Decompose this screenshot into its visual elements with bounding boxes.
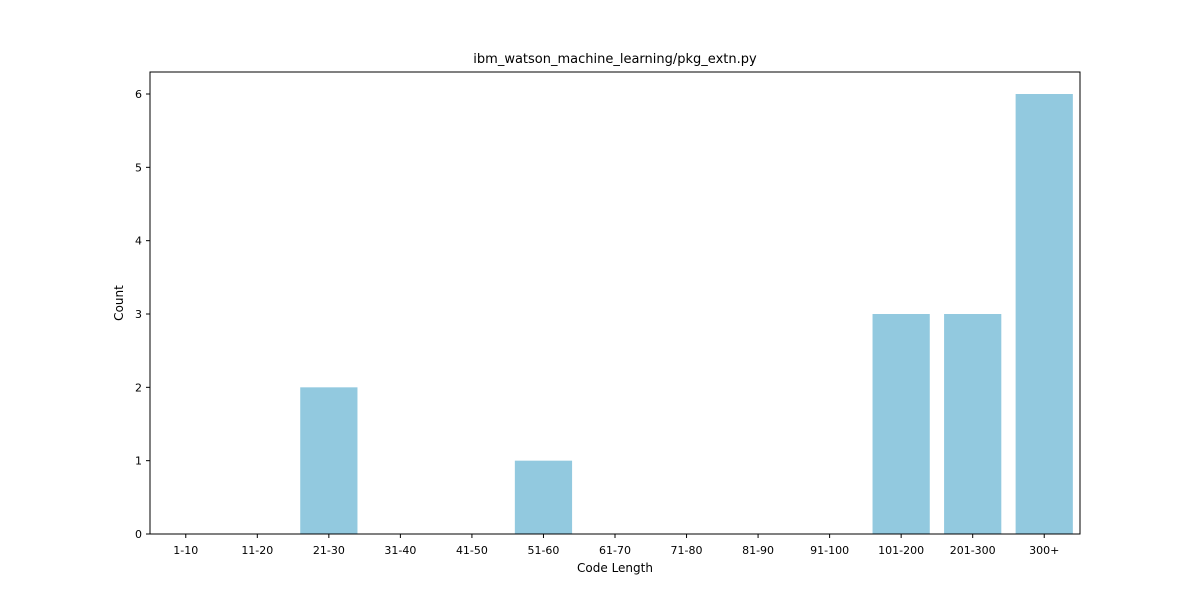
y-tick-label: 5 [135,161,142,174]
x-tick-label: 41-50 [456,544,488,557]
x-tick-label: 61-70 [599,544,631,557]
y-tick-label: 6 [135,88,142,101]
y-tick-label: 0 [135,528,142,541]
x-tick-label: 91-100 [810,544,849,557]
x-tick-label: 71-80 [671,544,703,557]
x-tick-label: 1-10 [173,544,198,557]
bar-201-300 [944,314,1002,534]
x-axis-label: Code Length [577,561,653,575]
bars-layer [300,94,1073,534]
bar-300+ [1015,94,1073,534]
y-tick-label: 1 [135,455,142,468]
x-axis-ticks: 1-10 11-20 21-30 31-40 41-50 51-60 61-70 71-80 8… [173,534,1059,557]
chart-title: ibm_watson_machine_learning/pkg_extn.py [473,52,757,67]
x-tick-label: 201-300 [950,544,996,557]
plot-area-frame [149,71,1081,535]
bar-21-30 [300,387,358,534]
x-tick-label: 51-60 [527,544,559,557]
y-axis-ticks: 0 1 2 3 4 5 6 [135,88,150,541]
x-tick-label: 81-90 [742,544,774,557]
x-tick-label: 31-40 [384,544,416,557]
y-tick-label: 4 [135,235,142,248]
x-tick-label: 11-20 [241,544,273,557]
bar-51-60 [514,460,573,534]
x-tick-label: 21-30 [313,544,345,557]
x-tick-label: 101-200 [878,544,924,557]
bar-101-200 [872,314,930,534]
y-axis-label: Count [112,285,126,321]
y-tick-label: 3 [135,308,142,321]
y-tick-label: 2 [135,381,142,394]
x-tick-label: 300+ [1029,544,1059,557]
